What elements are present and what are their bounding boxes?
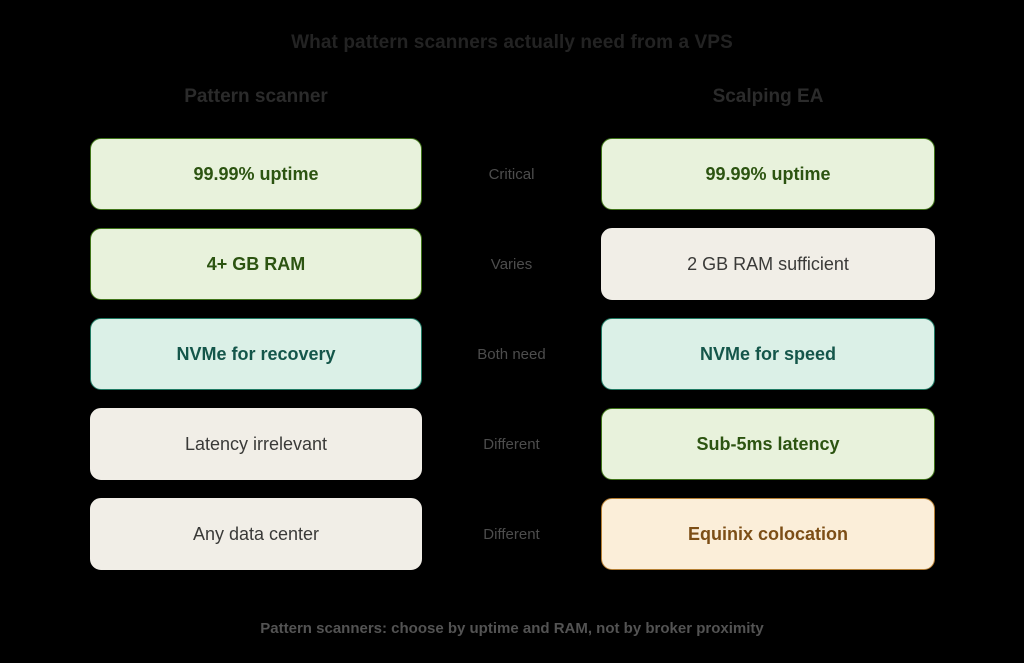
left-card[interactable]: Any data center bbox=[90, 498, 422, 570]
comparison-rows: 99.99% uptime Critical 99.99% uptime 4+ GB … bbox=[0, 138, 1024, 588]
row-relation-label: Different bbox=[483, 435, 540, 453]
column-header-left: Pattern scanner bbox=[184, 86, 328, 107]
right-card[interactable]: Equinix colocation bbox=[601, 498, 935, 570]
footer-caption: Pattern scanners: choose by uptime and R… bbox=[260, 620, 764, 637]
left-card[interactable]: Latency irrelevant bbox=[90, 408, 422, 480]
page-title: What pattern scanners actually need from… bbox=[291, 32, 733, 53]
comparison-row: 4+ GB RAM Varies 2 GB RAM sufficient bbox=[0, 228, 1024, 300]
left-card[interactable]: NVMe for recovery bbox=[90, 318, 422, 390]
comparison-row: Latency irrelevant Different Sub-5ms laten… bbox=[0, 408, 1024, 480]
comparison-row: Any data center Different Equinix colocati… bbox=[0, 498, 1024, 570]
left-card[interactable]: 99.99% uptime bbox=[90, 138, 422, 210]
right-card[interactable]: 99.99% uptime bbox=[601, 138, 935, 210]
left-card[interactable]: 4+ GB RAM bbox=[90, 228, 422, 300]
comparison-row: NVMe for recovery Both need NVMe for speed bbox=[0, 318, 1024, 390]
row-relation-label: Both need bbox=[477, 345, 546, 363]
row-relation-label: Varies bbox=[490, 255, 533, 273]
row-relation-label: Critical bbox=[488, 165, 535, 183]
right-card[interactable]: 2 GB RAM sufficient bbox=[601, 228, 935, 300]
right-card[interactable]: NVMe for speed bbox=[601, 318, 935, 390]
row-relation-label: Different bbox=[483, 525, 540, 543]
right-card[interactable]: Sub-5ms latency bbox=[601, 408, 935, 480]
column-header-right: Scalping EA bbox=[712, 86, 824, 107]
comparison-row: 99.99% uptime Critical 99.99% uptime bbox=[0, 138, 1024, 210]
